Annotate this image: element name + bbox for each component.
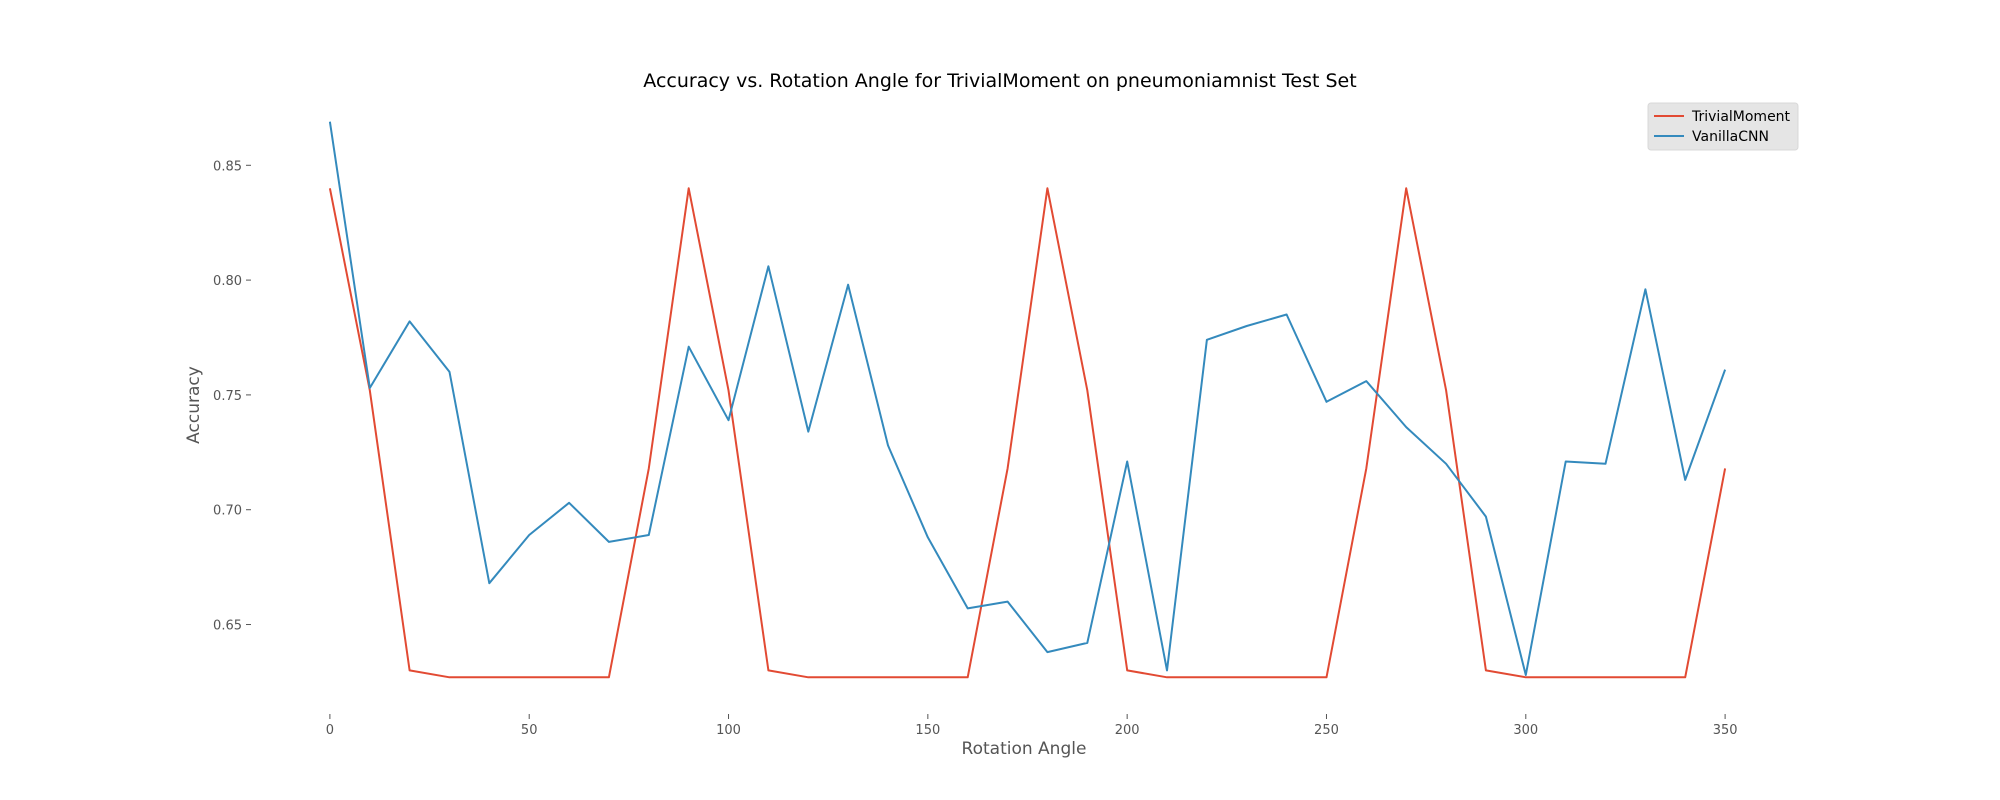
x-tick-label: 300 [1513, 723, 1538, 738]
legend-label-vanillacnn: VanillaCNN [1692, 129, 1769, 145]
y-tick-label: 0.70 [213, 504, 242, 519]
legend: TrivialMoment VanillaCNN [1647, 102, 1799, 151]
series-line-vanillacnn [328, 121, 1727, 676]
plot-area [328, 121, 1727, 679]
x-tick-label: 350 [1713, 723, 1738, 738]
x-tick-label: 250 [1314, 723, 1339, 738]
x-tick-label: 100 [716, 723, 741, 738]
legend-box [1647, 102, 1799, 151]
x-tick-label: 200 [1115, 723, 1140, 738]
legend-label-trivialmoment: TrivialMoment [1691, 109, 1791, 125]
x-axis: 0 50 100 150 200 250 300 350 [326, 714, 1738, 738]
series-line-trivialmoment [328, 187, 1727, 679]
y-tick-label: 0.80 [213, 274, 242, 289]
x-tick-label: 50 [521, 723, 538, 738]
y-tick-label: 0.65 [213, 619, 242, 634]
y-tick-label: 0.85 [213, 159, 242, 174]
y-axis-label: Accuracy [184, 366, 204, 444]
x-tick-label: 150 [915, 723, 940, 738]
y-axis: 0.65 0.70 0.75 0.80 0.85 [213, 159, 251, 634]
y-tick-label: 0.75 [213, 389, 242, 404]
x-tick-label: 0 [326, 723, 334, 738]
x-axis-label: Rotation Angle [962, 739, 1087, 759]
chart-title: Accuracy vs. Rotation Angle for TrivialM… [643, 70, 1356, 92]
